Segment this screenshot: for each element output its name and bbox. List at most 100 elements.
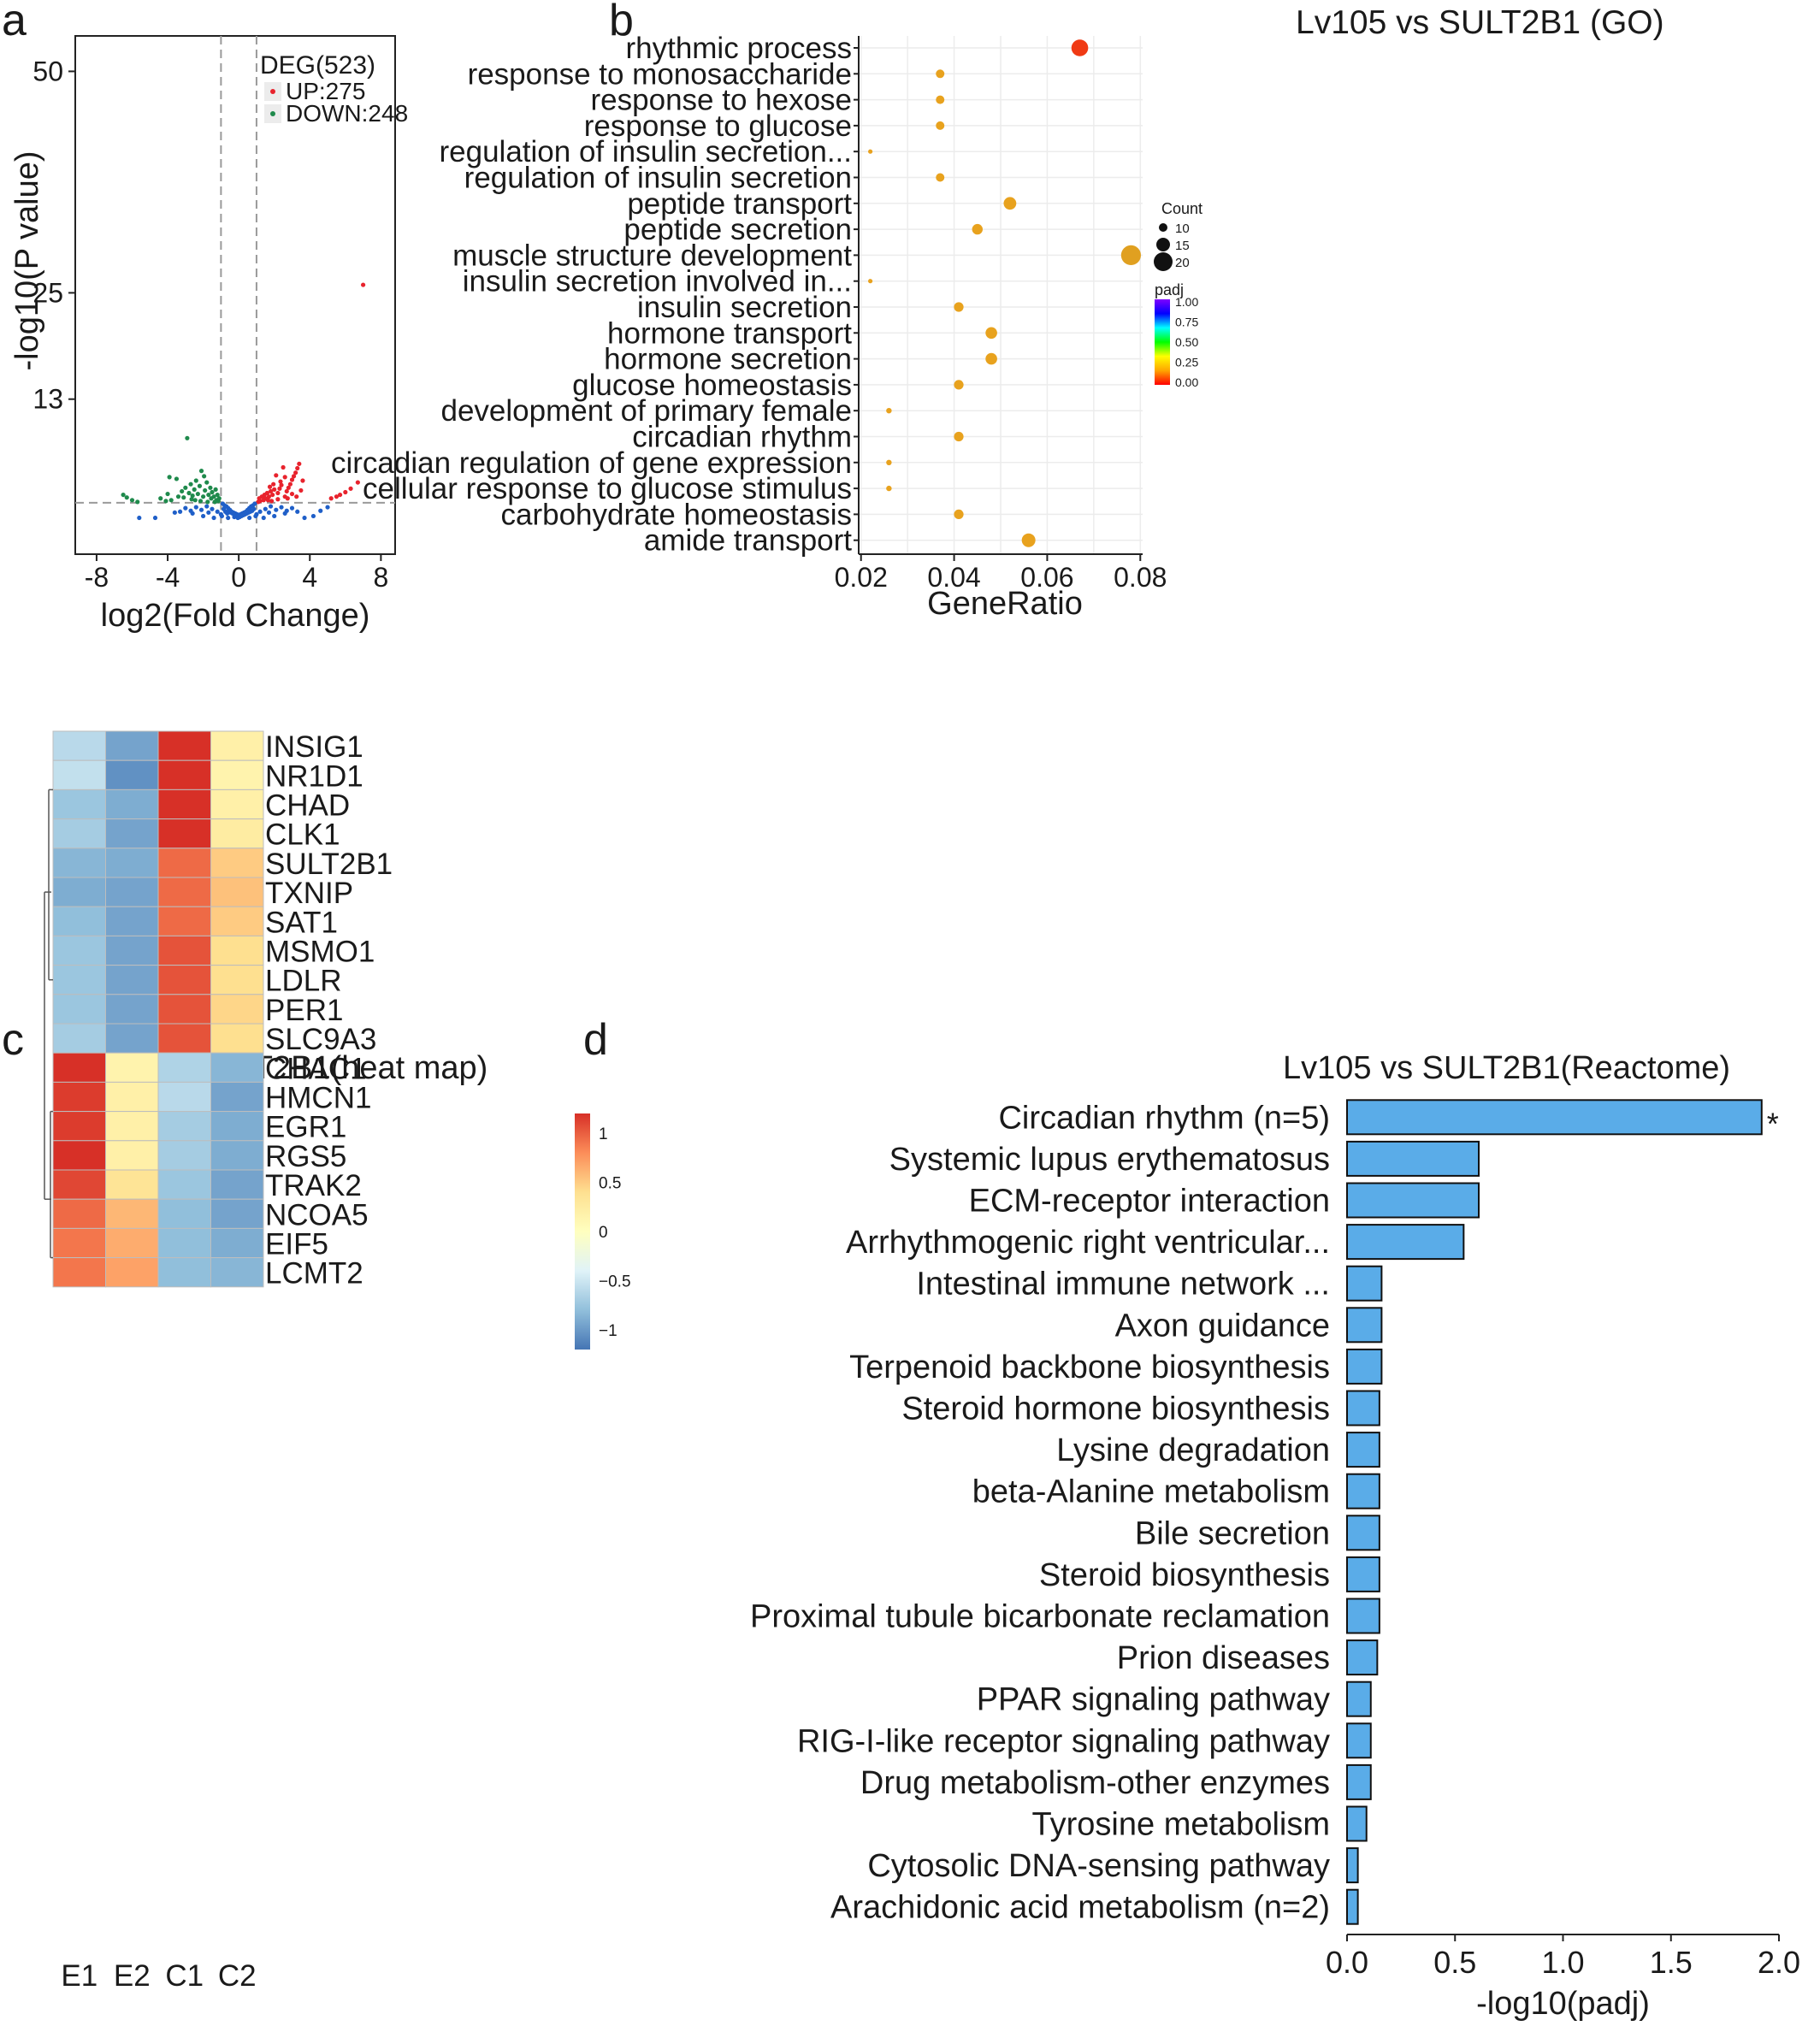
legend-title: DEG(523) [260, 51, 375, 80]
volcano-point-down [135, 499, 140, 505]
x-axis-label: -log10(padj) [1476, 1986, 1650, 2022]
heatmap-colorbar-label: −0.5 [599, 1273, 631, 1291]
volcano-point-down [165, 491, 170, 497]
reactome-term-label: Bile secretion [1135, 1515, 1330, 1551]
go-term-label: amide transport [644, 524, 852, 558]
heatmap-cell [157, 1052, 211, 1083]
go-term-label: response to monosaccharide [468, 57, 852, 91]
heatmap-cell [210, 789, 264, 820]
heatmap-cell [210, 877, 264, 907]
heatmap-cell [52, 877, 106, 907]
go-dot [954, 380, 964, 390]
heatmap-cell [52, 1169, 106, 1200]
heatmap-colorbar: 1 0.5 0 −0.5 −1 [575, 1113, 631, 1350]
volcano-point-up [269, 499, 275, 504]
volcano-point-down [186, 490, 192, 496]
volcano-point-down [129, 498, 135, 503]
volcano-point-up [281, 464, 286, 470]
legend-key-dot [270, 111, 275, 116]
heatmap-cell [105, 1169, 159, 1200]
volcano-point-down [183, 485, 188, 490]
volcano-point-down [193, 478, 198, 483]
heatmap-column-label: E2 [114, 1959, 151, 1993]
padj-tick-label: 1.00 [1175, 295, 1198, 309]
reactome-bar [1346, 1265, 1383, 1302]
volcano-point-ns [172, 510, 177, 515]
x-tick-label: 0 [231, 562, 246, 593]
reactome-bar [1346, 1224, 1465, 1261]
heatmap-row-label: EIF5 [265, 1228, 328, 1261]
heatmap-cell [105, 1227, 159, 1259]
heatmap-cell [105, 906, 159, 936]
volcano-point-down [212, 499, 217, 505]
volcano-point-up [348, 486, 353, 491]
volcano-point-up [291, 474, 297, 479]
reactome-bar [1346, 1182, 1480, 1219]
count-legend-dot [1159, 223, 1167, 232]
heatmap-cell [210, 848, 264, 878]
heatmap-cell [157, 848, 211, 878]
volcano-point-down [211, 494, 216, 499]
legend-entry: UP:275 [286, 78, 365, 104]
reactome-term-label: Systemic lupus erythematosus [889, 1142, 1330, 1178]
go-term-label: hormone secretion [604, 343, 852, 376]
heatmap-row-label: NR1D1 [265, 759, 363, 793]
x-tick-label: 0.06 [1020, 562, 1073, 593]
heatmap-cell [210, 730, 264, 761]
x-tick-label: -8 [85, 562, 109, 593]
heatmap-cell [52, 935, 106, 966]
go-term-label: peptide secretion [623, 213, 852, 246]
volcano-point-down [202, 474, 207, 479]
volcano-point-up [343, 489, 348, 495]
volcano-point-ns [190, 511, 195, 516]
heatmap-colorbar-label: 0 [599, 1224, 608, 1242]
padj-tick-label: 0.00 [1175, 375, 1198, 389]
panel-d-letter: d [583, 1015, 608, 1065]
volcano-point-ns [268, 504, 274, 509]
volcano-point-up [286, 485, 291, 490]
heatmap-cell [105, 1081, 159, 1113]
volcano-point-down [206, 492, 211, 498]
volcano-point-ns [201, 513, 206, 519]
go-dot [985, 327, 997, 340]
y-tick-label: 50 [32, 56, 63, 86]
heatmap-cell [210, 994, 264, 1025]
volcano-point-up [278, 479, 283, 484]
reactome-term-label: Terpenoid backbone biosynthesis [849, 1350, 1330, 1385]
volcano-point-up [355, 480, 360, 485]
heatmap-cell [105, 759, 159, 790]
heatmap-column-label: E1 [61, 1959, 98, 1993]
volcano-point-down [181, 495, 186, 500]
volcano-point-down [215, 492, 220, 498]
count-legend-label: 10 [1175, 222, 1190, 236]
reactome-bar [1346, 1099, 1763, 1136]
volcano-point-ns [226, 515, 231, 521]
heatmap-cell [210, 906, 264, 936]
volcano-point-down [198, 469, 204, 474]
heatmap-cell [52, 759, 106, 790]
volcano-point-ns [253, 513, 258, 519]
volcano-point-down [124, 495, 129, 500]
volcano-point-down [158, 496, 163, 501]
go-term-label: glucose homeostasis [572, 369, 852, 402]
heatmap-cell [157, 906, 211, 936]
heatmap-row-label: LDLR [265, 965, 341, 998]
heatmap-row-label: TRAK2 [265, 1169, 362, 1202]
heatmap-cell [105, 1257, 159, 1288]
volcano-point-down [175, 494, 181, 499]
go-dot [886, 408, 892, 414]
volcano-point-ns [193, 505, 198, 510]
volcano-point-ns [210, 506, 215, 511]
panel-b-letter: b [609, 0, 634, 45]
legend-entry: DOWN:248 [286, 100, 408, 127]
volcano-point-ns [272, 513, 277, 519]
reactome-term-label: Arachidonic acid metabolism (n=2) [830, 1890, 1330, 1926]
go-dot [1071, 39, 1089, 56]
volcano-point-ns [257, 509, 263, 514]
heatmap-cell [52, 1081, 106, 1113]
heatmap-cell [157, 1198, 211, 1229]
heatmap-cell [52, 1023, 106, 1054]
volcano-point-up [261, 498, 266, 503]
heatmap-cell [105, 877, 159, 907]
